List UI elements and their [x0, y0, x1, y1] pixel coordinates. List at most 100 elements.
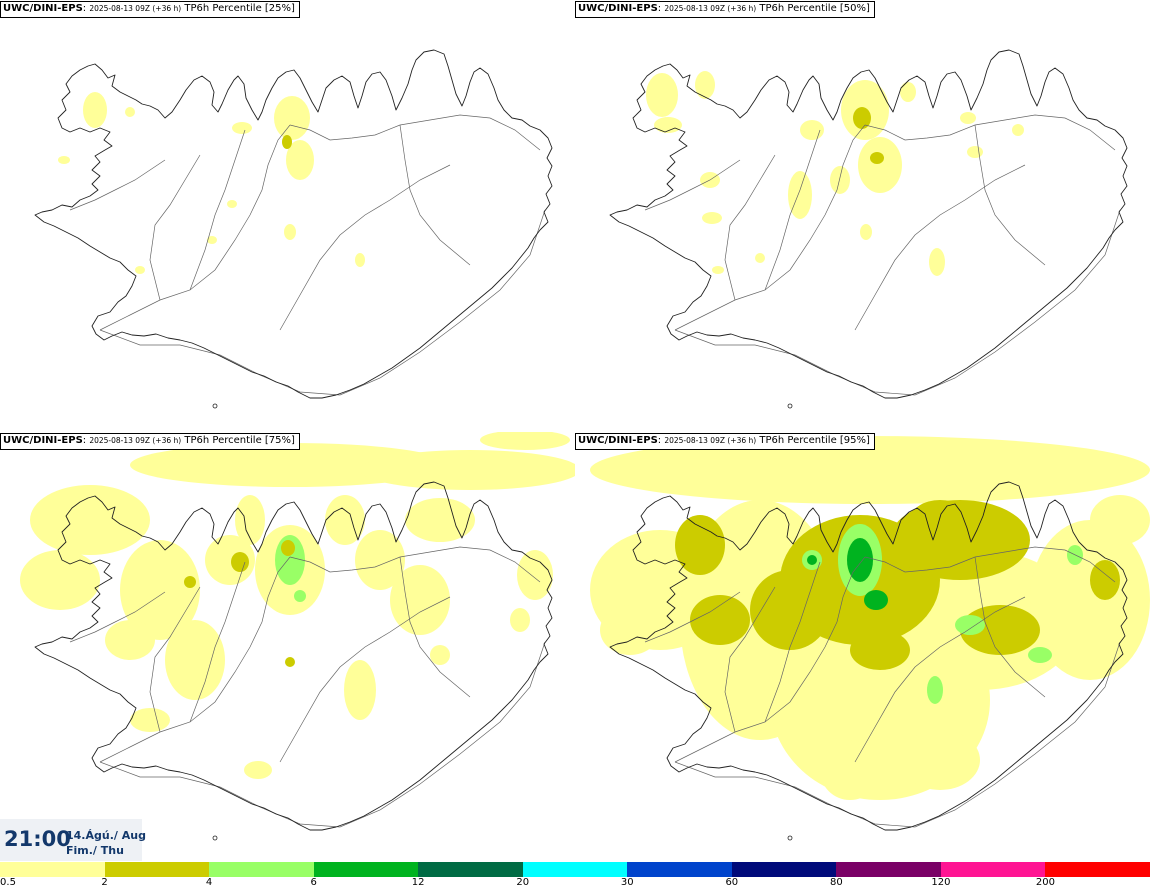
- precip-area: [858, 137, 902, 193]
- map-panel-4: UWC/DINI-EPS: 2025-08-13 09Z (+36 h) TP6…: [575, 432, 1150, 862]
- precip-area: [105, 620, 155, 660]
- precip-area: [274, 96, 310, 140]
- colorbar-segment: [731, 862, 837, 877]
- colorbar-label: 2: [101, 877, 108, 888]
- colorbar-segment: [522, 862, 628, 877]
- road-line: [864, 114, 1116, 151]
- colorbar-segment: [1045, 862, 1150, 877]
- precip-area: [830, 166, 850, 194]
- precip-area: [510, 608, 530, 632]
- panel-title: UWC/DINI-EPS: 2025-08-13 09Z (+36 h) TP6…: [575, 433, 875, 450]
- title-separator: :: [82, 435, 90, 446]
- precip-area: [900, 82, 916, 102]
- precip-area: [360, 450, 575, 490]
- precip-area: [646, 73, 678, 117]
- colorbar-segment: [627, 862, 732, 877]
- precip-area: [344, 660, 376, 720]
- road-line: [189, 129, 246, 291]
- precip-area: [850, 630, 910, 670]
- precip-area: [690, 595, 750, 645]
- road-line: [674, 556, 866, 763]
- precipitation-colorbar: [0, 862, 1150, 877]
- precip-area: [130, 708, 170, 732]
- precip-area: [800, 120, 824, 140]
- precip-area: [325, 495, 365, 545]
- colorbar-segment: [313, 862, 419, 877]
- iceland-map: [590, 436, 1150, 841]
- precip-area: [285, 657, 295, 667]
- colorbar-label: 20: [516, 877, 530, 888]
- precip-area: [960, 605, 1040, 655]
- precip-area: [205, 535, 255, 585]
- road-line: [149, 154, 201, 301]
- precip-area: [135, 266, 145, 274]
- precip-area: [480, 432, 570, 450]
- iceland-map: [609, 49, 1128, 409]
- run-time: 2025-08-13 09Z (+36 h): [89, 4, 182, 13]
- road-line: [974, 124, 1046, 266]
- map-panel-2: UWC/DINI-EPS: 2025-08-13 09Z (+36 h) TP6…: [575, 0, 1150, 430]
- precip-area: [1090, 560, 1120, 600]
- road-line: [854, 164, 1026, 331]
- road-line: [854, 596, 1026, 763]
- map-panel-3: UWC/DINI-EPS: 2025-08-13 09Z (+36 h) TP6…: [0, 432, 575, 862]
- precip-area: [405, 498, 475, 542]
- variable-name: TP6h Percentile [50%]: [759, 3, 870, 14]
- road-line: [189, 561, 246, 723]
- precip-area: [712, 266, 724, 274]
- colorbar-label: 200: [1035, 877, 1055, 888]
- variable-name: TP6h Percentile [25%]: [184, 3, 295, 14]
- precip-area: [430, 645, 450, 665]
- iceland-map: [20, 432, 575, 841]
- model-name: UWC/DINI-EPS: [578, 435, 658, 446]
- road-line: [99, 556, 291, 763]
- coastline: [609, 49, 1128, 399]
- precip-area: [1090, 495, 1150, 545]
- road-line: [99, 124, 291, 331]
- colorbar-segment: [104, 862, 210, 877]
- precip-area: [83, 92, 107, 128]
- precip-area: [755, 253, 765, 263]
- precip-area: [807, 555, 817, 565]
- road-line: [289, 114, 541, 151]
- run-time: 2025-08-13 09Z (+36 h): [664, 4, 757, 13]
- precip-area: [165, 620, 225, 700]
- model-name: UWC/DINI-EPS: [3, 3, 83, 14]
- valid-date: 14.Ágú./ Aug Fim./ Thu: [66, 828, 146, 858]
- title-separator: :: [657, 435, 665, 446]
- precip-area: [820, 740, 880, 800]
- precip-area: [900, 730, 980, 790]
- valid-date-line2: Fim./ Thu: [66, 844, 124, 857]
- coastline: [34, 481, 553, 831]
- precip-area: [675, 515, 725, 575]
- valid-time-box: 21:00 14.Ágú./ Aug Fim./ Thu: [0, 819, 146, 861]
- colorbar-label: 30: [620, 877, 634, 888]
- road-line: [764, 129, 821, 291]
- precip-area: [58, 156, 70, 164]
- colorbar-label: 80: [829, 877, 843, 888]
- precip-area: [1028, 647, 1052, 663]
- road-line: [99, 209, 546, 396]
- precip-area: [870, 152, 884, 164]
- island: [212, 403, 218, 409]
- precipitation-areas: [590, 436, 1150, 800]
- precip-area: [184, 576, 196, 588]
- coastline: [34, 49, 553, 399]
- colorbar-label: 120: [931, 877, 951, 888]
- panel-title: UWC/DINI-EPS: 2025-08-13 09Z (+36 h) TP6…: [0, 1, 300, 18]
- precip-area: [600, 605, 660, 655]
- valid-time: 21:00: [4, 827, 71, 851]
- run-time: 2025-08-13 09Z (+36 h): [89, 436, 182, 445]
- valid-date-line1: 14.Ágú./ Aug: [66, 829, 146, 842]
- road-line: [279, 164, 451, 331]
- precip-area: [695, 71, 715, 99]
- model-name: UWC/DINI-EPS: [578, 3, 658, 14]
- road-line: [724, 586, 776, 733]
- island: [212, 835, 218, 841]
- precipitation-areas: [646, 71, 1024, 276]
- precip-area: [590, 436, 1150, 504]
- precip-area: [30, 485, 150, 555]
- precip-area: [1030, 520, 1150, 680]
- precip-area: [960, 112, 976, 124]
- colorbar-label: 6: [310, 877, 317, 888]
